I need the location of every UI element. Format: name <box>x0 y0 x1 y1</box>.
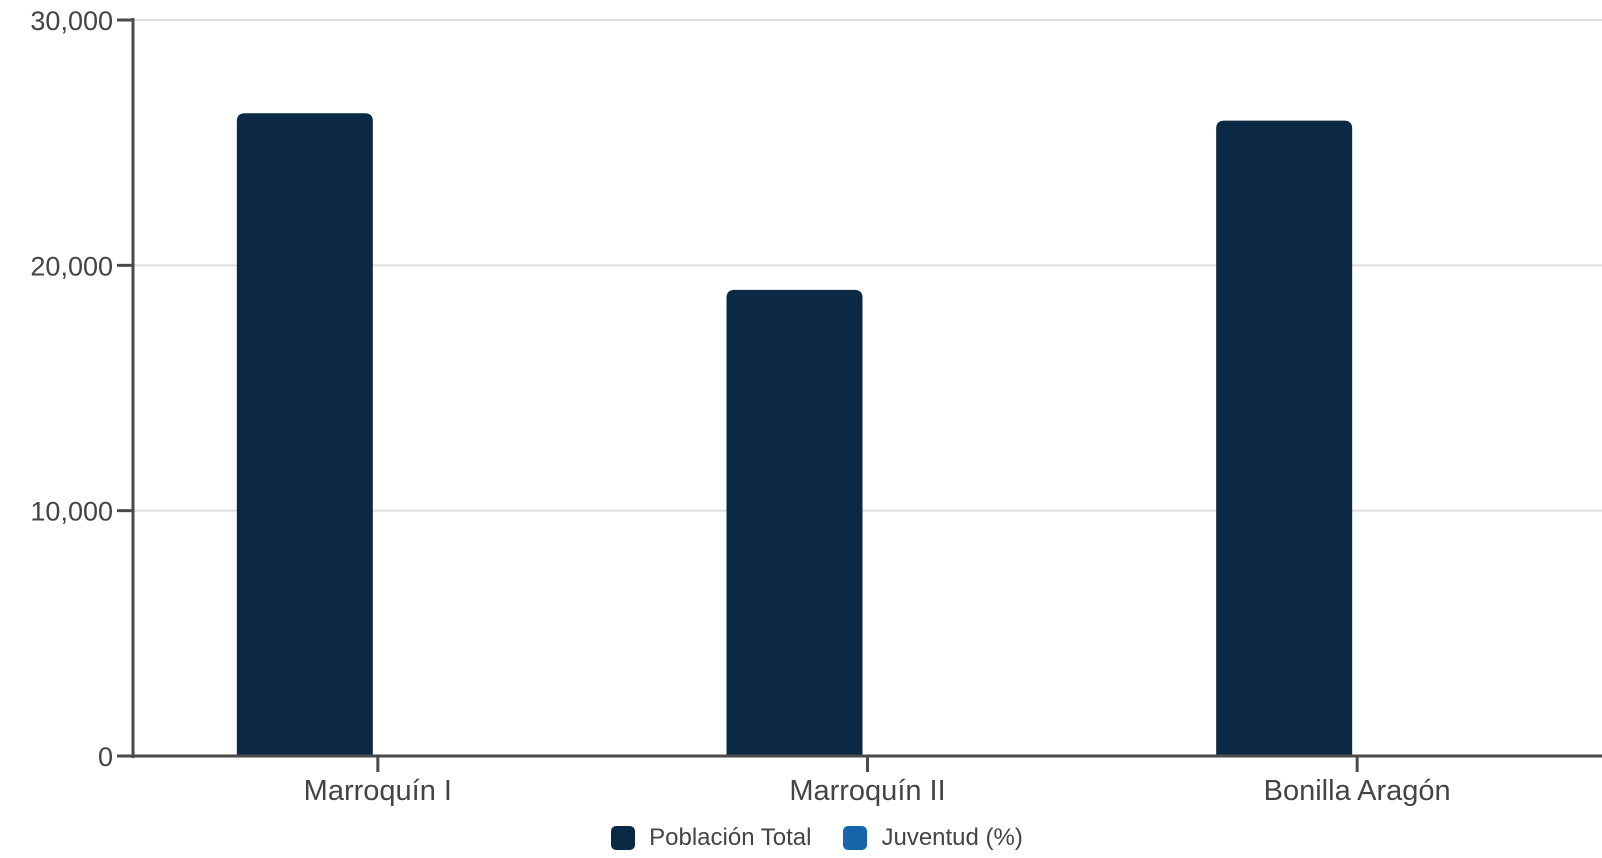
x-tick-label: Marroquín II <box>789 775 945 807</box>
x-tick-label: Marroquín I <box>304 775 452 807</box>
x-tick-label: Bonilla Aragón <box>1264 775 1451 807</box>
legend: Población Total Juventud (%) <box>0 823 1602 853</box>
legend-swatch-series-2 <box>843 826 868 850</box>
legend-item-series-2[interactable]: Juventud (%) <box>843 824 1023 852</box>
y-tick-label: 10,000 <box>30 497 113 527</box>
y-tick-label: 30,000 <box>30 6 113 36</box>
axes <box>117 18 1602 772</box>
y-tick-label: 0 <box>98 742 113 772</box>
legend-item-series-1[interactable]: Población Total <box>611 824 811 852</box>
bar-1-1[interactable] <box>236 113 373 756</box>
bars <box>236 113 1353 756</box>
gridlines <box>133 19 1602 512</box>
legend-swatch-series-1 <box>611 826 636 850</box>
bar-1-3[interactable] <box>1216 120 1353 756</box>
y-tick-label: 20,000 <box>30 251 113 281</box>
legend-label-series-2: Juventud (%) <box>881 824 1023 851</box>
axis-labels: 0 10,000 20,000 30,000 Marroquín I Marroquín … <box>30 6 1450 807</box>
bar-1-2[interactable] <box>726 289 863 756</box>
legend-label-series-1: Población Total <box>649 824 812 851</box>
